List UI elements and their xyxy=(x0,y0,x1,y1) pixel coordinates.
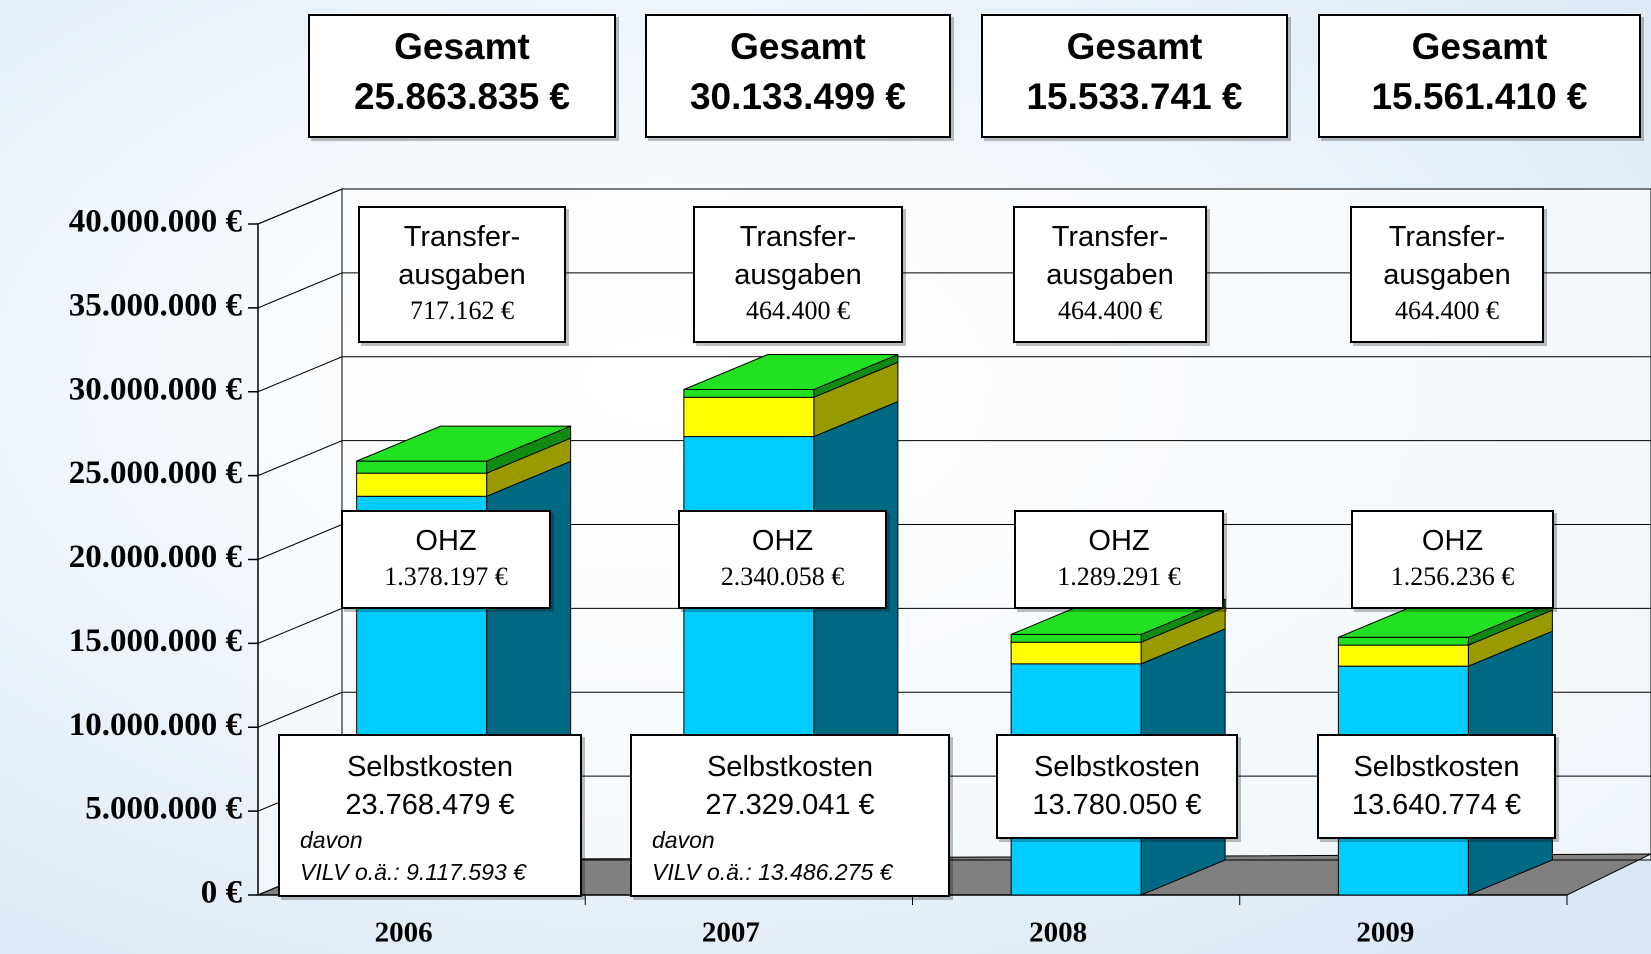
bar xyxy=(683,389,815,398)
bar xyxy=(356,472,488,497)
transfer-box: Transfer- ausgaben 464.400 € xyxy=(693,206,903,343)
y-tick-label: 15.000.000 € xyxy=(69,623,243,659)
total-value: 15.533.741 € xyxy=(1026,76,1243,117)
ohz-box: OHZ 1.289.291 € xyxy=(1014,510,1224,609)
series-name: OHZ xyxy=(415,525,477,557)
ohz-box: OHZ 1.256.236 € xyxy=(1351,510,1554,609)
x-tick-label: 2008 xyxy=(1029,917,1087,949)
value-label: 464.400 € xyxy=(1058,296,1162,325)
total-label: Gesamt xyxy=(730,26,866,67)
value-label: 717.162 € xyxy=(410,296,514,325)
x-tick-label: 2009 xyxy=(1356,917,1414,949)
bar xyxy=(1337,636,1469,646)
value-label: 1.256.236 € xyxy=(1390,562,1515,591)
total-box: Gesamt 15.533.741 € xyxy=(981,14,1288,138)
vilv-prefix: davon xyxy=(652,827,715,853)
x-tick-label: 2007 xyxy=(702,917,760,949)
y-tick-label: 35.000.000 € xyxy=(69,287,243,323)
total-box: Gesamt 30.133.499 € xyxy=(645,14,951,138)
series-name: Selbstkosten xyxy=(1353,751,1520,783)
grid-line xyxy=(257,440,1651,477)
selbstkosten-box: Selbstkosten 27.329.041 € davon VILV o.ä.: … xyxy=(630,734,950,897)
total-box: Gesamt 25.863.835 € xyxy=(308,14,616,138)
ohz-box: OHZ 2.340.058 € xyxy=(678,510,887,609)
bar xyxy=(683,396,815,438)
series-name: Selbstkosten xyxy=(1033,751,1201,783)
selbstkosten-box: Selbstkosten 23.768.479 € davon VILV o.ä.: … xyxy=(278,734,582,897)
series-name: Selbstkosten xyxy=(346,751,514,783)
transfer-box: Transfer- ausgaben 464.400 € xyxy=(1013,206,1207,343)
series-name: Transfer- ausgaben xyxy=(734,221,862,291)
transfer-box: Transfer- ausgaben 464.400 € xyxy=(1350,206,1544,343)
total-value: 15.561.410 € xyxy=(1371,76,1588,117)
series-name: Transfer- ausgaben xyxy=(1046,221,1174,291)
series-name: OHZ xyxy=(1088,525,1150,557)
total-label: Gesamt xyxy=(1066,26,1203,67)
ohz-box: OHZ 1.378.197 € xyxy=(341,510,551,609)
y-tick-label: 25.000.000 € xyxy=(69,455,243,491)
x-tick-label: 2006 xyxy=(375,917,433,949)
vilv-prefix: davon xyxy=(300,827,363,853)
total-label: Gesamt xyxy=(1411,26,1548,67)
grid-line xyxy=(257,188,1651,225)
value-label: 464.400 € xyxy=(746,296,850,325)
bar xyxy=(1337,644,1469,667)
transfer-box: Transfer- ausgaben 717.162 € xyxy=(358,206,566,343)
bar-top xyxy=(683,354,899,391)
y-tick-label: 30.000.000 € xyxy=(69,371,243,407)
total-label: Gesamt xyxy=(394,26,530,67)
y-tick-label: 5.000.000 € xyxy=(85,791,242,827)
y-tick-label: 0 € xyxy=(201,875,243,911)
selbstkosten-box: Selbstkosten 13.780.050 € xyxy=(996,734,1238,839)
selbstkosten-box: Selbstkosten 13.640.774 € xyxy=(1317,734,1556,839)
total-value: 30.133.499 € xyxy=(689,76,907,117)
series-name: Selbstkosten xyxy=(706,751,874,783)
series-name: Transfer- ausgaben xyxy=(398,221,526,291)
value-label: 464.400 € xyxy=(1395,296,1499,325)
value-label: 2.340.058 € xyxy=(720,562,845,591)
value-label: 1.289.291 € xyxy=(1057,562,1181,591)
bar xyxy=(1010,641,1142,665)
value-label: 1.378.197 € xyxy=(384,562,508,591)
series-name: OHZ xyxy=(751,525,814,557)
value-label: 23.768.479 € xyxy=(345,789,515,821)
bar xyxy=(1010,633,1142,643)
series-name: Transfer- ausgaben xyxy=(1383,221,1511,291)
y-tick-label: 10.000.000 € xyxy=(69,707,243,743)
vilv-value: VILV o.ä.: 13.486.275 € xyxy=(652,859,893,885)
vilv-value: VILV o.ä.: 9.117.593 € xyxy=(300,859,526,885)
bar xyxy=(356,460,488,474)
value-label: 13.640.774 € xyxy=(1351,789,1522,821)
y-tick-label: 20.000.000 € xyxy=(69,539,243,575)
total-value: 25.863.835 € xyxy=(353,76,571,117)
grid-line xyxy=(257,356,1651,393)
grid-line xyxy=(257,272,1651,309)
value-label: 13.780.050 € xyxy=(1032,789,1202,821)
value-label: 27.329.041 € xyxy=(705,789,875,821)
bar-top xyxy=(356,425,571,462)
series-name: OHZ xyxy=(1421,525,1484,557)
y-tick-label: 40.000.000 € xyxy=(69,204,243,240)
total-box: Gesamt 15.561.410 € xyxy=(1318,14,1641,138)
